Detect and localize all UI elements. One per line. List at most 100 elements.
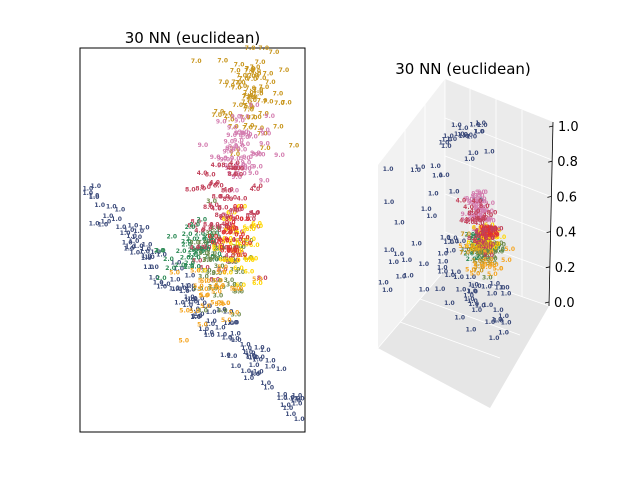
chart-2d-point-9: 1.0 <box>265 364 276 371</box>
chart-3d-point-191: 3.0 <box>476 242 487 249</box>
chart-3d-point-129: 9.0 <box>485 218 496 225</box>
chart-2d-point-356: 3.0 <box>233 282 244 289</box>
chart-3d-point-103: 9.0 <box>480 216 491 223</box>
chart-3d-point-289: 4.0 <box>476 215 487 222</box>
chart-2d-point-136: 7.0 <box>263 98 274 105</box>
chart-2d-point-159: 7.0 <box>229 151 240 158</box>
chart-3d-point-14: 1.0 <box>473 129 484 136</box>
chart-2d-point-5: 1.0 <box>160 281 171 288</box>
chart-2d-point-434: 5.0 <box>233 286 244 293</box>
chart-2d-point-206: 9.0 <box>227 171 238 178</box>
chart-2d-point-105: 1.0 <box>82 190 93 197</box>
chart-3d-point-141: 2.0 <box>483 247 494 254</box>
chart-3d-z-tick-1 <box>545 266 550 269</box>
chart-3d-point-93: 9.0 <box>472 226 483 233</box>
chart-3d-point-124: 9.0 <box>468 212 479 219</box>
chart-2d-point-468: 4.0 <box>211 205 222 212</box>
chart-3d-point-132: 9.0 <box>473 204 484 211</box>
chart-2d-point-316: 2.0 <box>166 234 177 241</box>
chart-3d-point-7: 1.0 <box>477 122 488 129</box>
chart-2d-point-249: 8.0 <box>185 187 196 194</box>
chart-3d-point-62: 1.0 <box>495 285 506 292</box>
chart-2d-point-88: 1.0 <box>280 402 291 409</box>
chart-2d-point-254: 8.0 <box>202 226 213 233</box>
chart-2d-point-426: 5.0 <box>212 278 223 285</box>
chart-2d-point-175: 7.0 <box>257 131 268 138</box>
chart-3d-point-60: 1.0 <box>498 329 509 336</box>
chart-3d-point-137: 2.0 <box>481 247 492 254</box>
chart-3d-point-120: 9.0 <box>476 196 487 203</box>
chart-3d-point-28: 1.0 <box>432 172 443 179</box>
chart-3d-point-177: 3.0 <box>479 245 490 252</box>
chart-3d-point-125: 9.0 <box>476 209 487 216</box>
chart-3d-point-264: 0.0 <box>484 227 495 234</box>
chart-2d-point-285: 8.0 <box>249 210 260 217</box>
chart-3d-point-11: 1.0 <box>446 136 457 143</box>
chart-2d-point-113: 1.0 <box>124 246 135 253</box>
chart-2d-point-3: 1.0 <box>131 234 142 241</box>
chart-2d-point-448: 0.0 <box>239 235 250 242</box>
chart-2d-point-153: 7.0 <box>250 64 261 71</box>
chart-2d-point-473: 4.0 <box>211 162 222 169</box>
chart-2d-point-268: 8.0 <box>218 204 229 211</box>
chart-2d-point-106: 1.0 <box>120 230 131 237</box>
chart-3d-point-303: 7.0 <box>459 249 470 256</box>
chart-2d-point-319: 2.0 <box>214 245 225 252</box>
chart-2d-point-297: 2.0 <box>191 247 202 254</box>
chart-2d-point-154: 7.0 <box>230 146 241 153</box>
chart-2d-point-242: 9.0 <box>255 151 266 158</box>
chart-2d-point-77: 1.0 <box>184 296 195 303</box>
chart-3d-point-236: 5.0 <box>487 271 498 278</box>
chart-2d-point-304: 2.0 <box>209 230 220 237</box>
chart-3d-point-138: 2.0 <box>491 242 502 249</box>
chart-3d-point-157: 2.0 <box>481 239 492 246</box>
chart-3d-point-230: 5.0 <box>483 257 494 264</box>
chart-3d-point-16: 1.0 <box>441 137 452 144</box>
chart-3d-point-241: 5.0 <box>493 266 504 273</box>
chart-2d-point-110: 1.0 <box>223 308 234 315</box>
chart-2d-point-384: 6.0 <box>252 280 263 287</box>
chart-2d-point-213: 9.0 <box>228 188 239 195</box>
chart-3d-point-284: 8.0 <box>475 232 486 239</box>
chart-3d-point-8: 1.0 <box>466 134 477 141</box>
chart-2d-point-283: 8.0 <box>233 229 244 236</box>
chart-3d-point-282: 8.0 <box>493 226 504 233</box>
chart-2d-point-201: 9.0 <box>225 145 236 152</box>
chart-3d-point-165: 2.0 <box>476 253 487 260</box>
chart-2d-point-178: 7.0 <box>231 85 242 92</box>
chart-3d-point-175: 3.0 <box>486 260 497 267</box>
chart-3d-point-262: 0.0 <box>480 227 491 234</box>
chart-2d-point-162: 7.0 <box>243 103 254 110</box>
chart-2d-point-185: 7.0 <box>244 68 255 75</box>
chart-2d-point-92: 1.0 <box>129 238 140 245</box>
chart-2d-point-79: 1.0 <box>90 183 101 190</box>
chart-3d-point-135: 2.0 <box>475 244 486 251</box>
chart-2d-point-16: 1.0 <box>185 283 196 290</box>
chart-2d-point-403: 6.0 <box>225 224 236 231</box>
chart-3d-point-6: 1.0 <box>458 133 469 140</box>
chart-2d-point-43: 1.0 <box>283 405 294 412</box>
chart-3d-point-73: 1.0 <box>444 300 455 307</box>
chart-2d-point-272: 8.0 <box>187 222 198 229</box>
chart-2d-point-58: 1.0 <box>89 194 100 201</box>
chart-2d-point-97: 1.0 <box>89 221 100 228</box>
chart-2d-point-347: 3.0 <box>202 257 213 264</box>
chart-2d-point-18: 1.0 <box>252 356 263 363</box>
chart-2d-point-444: 0.0 <box>227 247 238 254</box>
chart-2d-point-53: 1.0 <box>149 274 160 281</box>
chart-3d-point-255: 0.0 <box>484 226 495 233</box>
chart-2d-point-486: 4.0 <box>221 221 232 228</box>
chart-3d-point-239: 5.0 <box>483 249 494 256</box>
chart-2d-point-28: 1.0 <box>156 252 167 259</box>
chart-2d-point-405: 6.0 <box>222 270 233 277</box>
chart-3d-point-152: 2.0 <box>474 230 485 237</box>
chart-3d-point-19: 1.0 <box>469 122 480 129</box>
chart-3d-point-188: 3.0 <box>482 233 493 240</box>
chart-2d-point-121: 7.0 <box>243 93 254 100</box>
chart-2d-point-82: 1.0 <box>153 279 164 286</box>
chart-3d-point-139: 2.0 <box>479 243 490 250</box>
chart-2d-title: 30 NN (euclidean) <box>125 29 261 47</box>
chart-2d-point-322: 2.0 <box>194 248 205 255</box>
chart-2d-point-380: 6.0 <box>244 257 255 264</box>
